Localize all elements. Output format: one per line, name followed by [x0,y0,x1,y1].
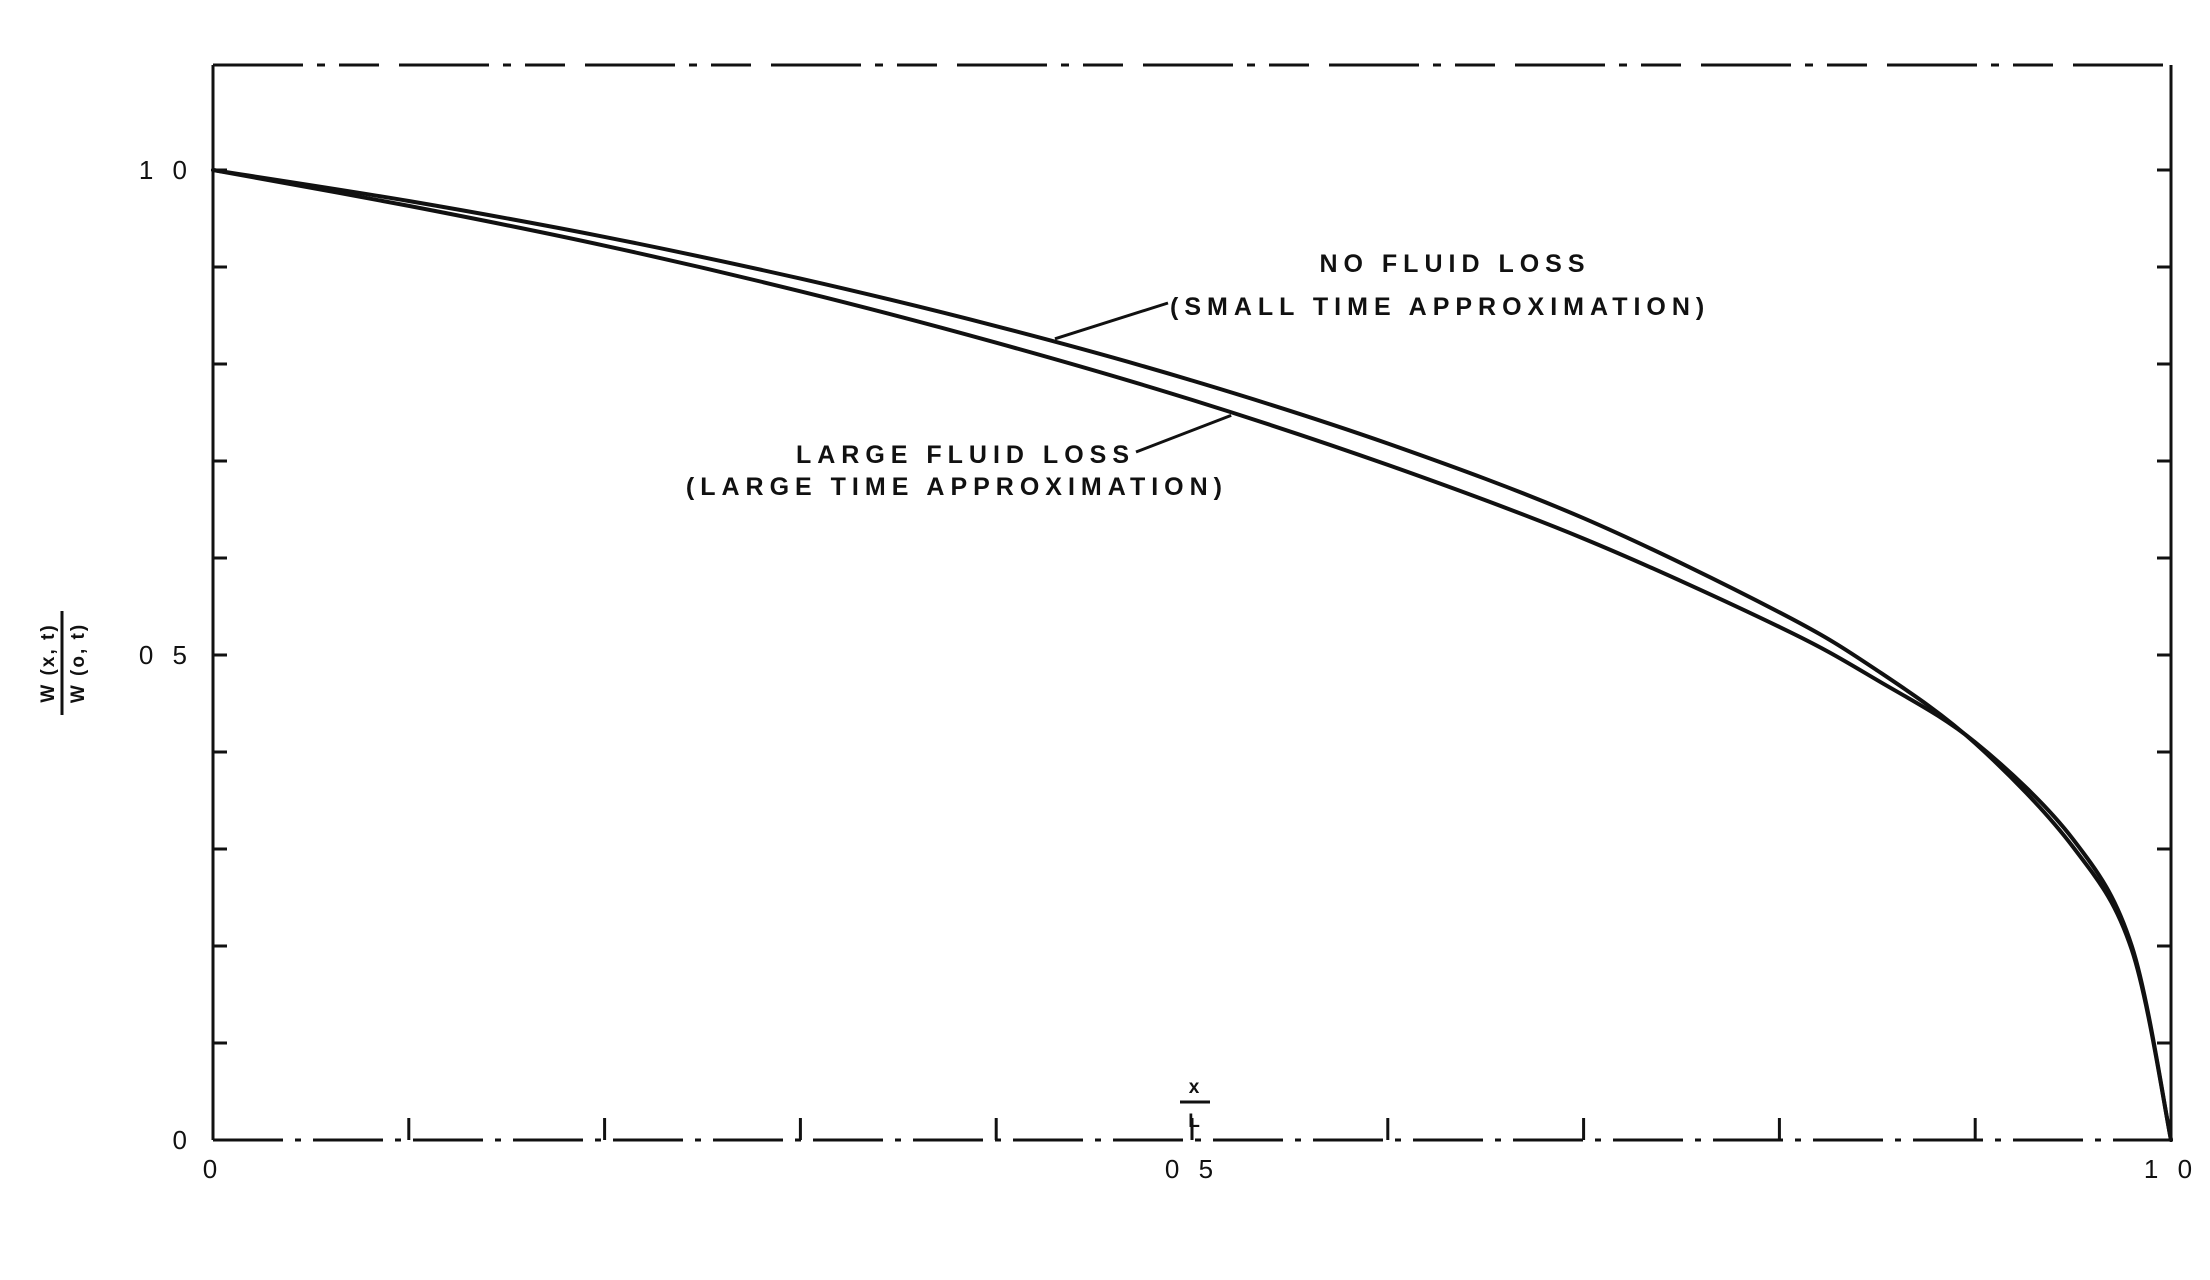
x-tick-label: 0 [203,1154,223,1184]
annotation-no-fluid-loss-text-line: NO FLUID LOSS [1319,250,1590,278]
tick-labels: 0 0 5 1 0 0 0 5 1 0 [139,155,2198,1184]
annotation-large-fluid-loss: LARGE FLUID LOSS (LARGE TIME APPROXIMATIO… [686,414,1232,501]
annotations: NO FLUID LOSS (SMALL TIME APPROXIMATION) L… [686,250,1710,501]
y-tick-label: 0 5 [139,640,193,670]
annotation-large-fluid-loss-leader-line [1135,414,1232,454]
x-axis-label: x L [1180,1077,1210,1132]
y-tick-label: 1 0 [139,155,193,185]
annotation-large-fluid-loss-text-line: (LARGE TIME APPROXIMATION) [686,473,1228,501]
annotation-no-fluid-loss: NO FLUID LOSS (SMALL TIME APPROXIMATION) [1054,250,1710,341]
x-axis-label-denominator: L [1188,1111,1202,1132]
y-axis-label-denominator: W (o, t) [68,623,89,703]
y-tick-label: 0 [173,1125,193,1155]
annotation-no-fluid-loss-text-line: (SMALL TIME APPROXIMATION) [1170,293,1710,321]
series-lines [211,168,2173,1142]
x-axis-label-numerator: x [1189,1077,1202,1098]
series-no-fluid-loss-line [211,168,2173,1142]
series-large-fluid-loss-line [211,168,2173,1142]
x-tick-label: 1 0 [2144,1154,2198,1184]
x-tick-label: 0 5 [1165,1154,1219,1184]
plot-frame [211,63,2173,1142]
annotation-no-fluid-loss-leader-line [1054,301,1169,341]
annotation-large-fluid-loss-text-line: LARGE FLUID LOSS [796,441,1135,469]
y-axis-label: W (x, t) W (o, t) [38,611,89,715]
axis-ticks [213,168,2171,1140]
y-axis-label-numerator: W (x, t) [38,623,59,702]
